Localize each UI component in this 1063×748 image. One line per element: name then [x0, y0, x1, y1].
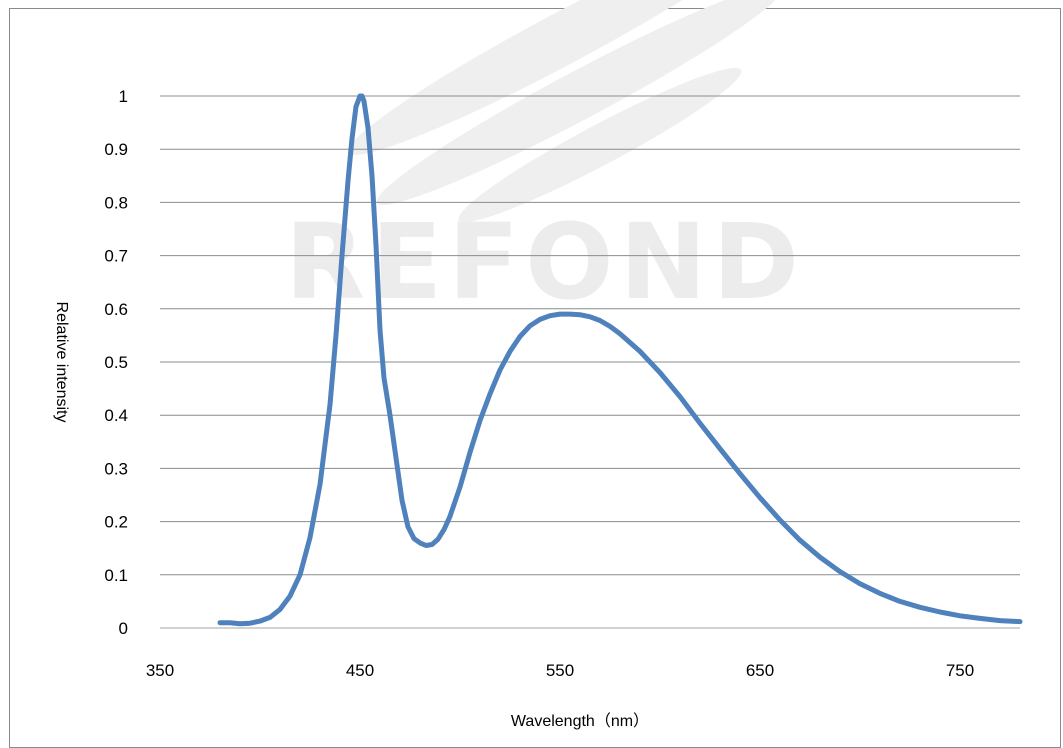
watermark-swoosh-1: [347, 0, 773, 155]
x-tick-label-0: 350: [146, 661, 174, 680]
y-axis-title: Relative intensity: [53, 302, 70, 423]
y-tick-label-1: 0.1: [104, 566, 128, 585]
watermark-swoosh-3: [458, 67, 742, 223]
watermark-logo: REFOND: [285, 0, 805, 323]
y-tick-label-10: 1: [119, 87, 128, 106]
y-tick-label-9: 0.9: [104, 140, 128, 159]
x-tick-labels: 350 450 550 650 750: [146, 661, 974, 680]
y-tick-label-8: 0.8: [104, 193, 128, 212]
y-tick-label-0: 0: [119, 619, 128, 638]
watermark-text: REFOND: [285, 201, 805, 323]
grid-lines: [160, 95, 1020, 576]
y-tick-labels: 0 0.1 0.2 0.3 0.4 0.5 0.6 0.7 0.8 0.9 1: [104, 87, 128, 638]
y-tick-label-2: 0.2: [104, 513, 128, 532]
watermark-swoosh-2: [376, 0, 784, 206]
y-tick-label-7: 0.7: [104, 247, 128, 266]
x-tick-label-2: 550: [546, 661, 574, 680]
x-tick-label-1: 450: [346, 661, 374, 680]
y-tick-label-3: 0.3: [104, 459, 128, 478]
x-tick-label-3: 650: [746, 661, 774, 680]
series-line: [217, 93, 1023, 627]
y-tick-label-6: 0.6: [104, 300, 128, 319]
y-tick-label-5: 0.5: [104, 353, 128, 372]
x-axis-title: Wavelength（nm）: [511, 712, 649, 730]
y-tick-label-4: 0.4: [104, 406, 128, 425]
x-tick-label-4: 750: [946, 661, 974, 680]
